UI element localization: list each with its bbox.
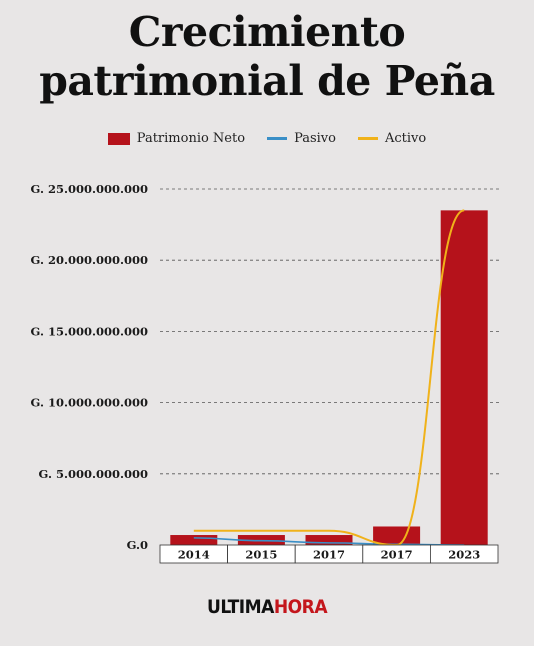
legend-item-pasivo: Pasivo xyxy=(267,131,336,146)
y-tick-label: G. 20.000.000.000 xyxy=(31,253,148,267)
bar xyxy=(373,526,421,545)
y-tick-label: G. 10.000.000.000 xyxy=(31,396,148,410)
x-tick-label: 2017 xyxy=(381,548,413,562)
y-tick-label: G.0 xyxy=(127,538,148,552)
x-tick-label: 2015 xyxy=(245,548,277,562)
title-line-1: Crecimiento xyxy=(128,8,406,56)
x-tick-label: 2017 xyxy=(313,548,345,562)
legend-item-patrimonio: Patrimonio Neto xyxy=(107,131,246,146)
y-tick-label: G. 5.000.000.000 xyxy=(39,467,148,481)
logo-part-2: HORA xyxy=(273,596,328,618)
y-tick-label: G. 25.000.000.000 xyxy=(31,182,148,196)
chart-title: Crecimiento patrimonial de Peña xyxy=(0,8,534,106)
legend-label-pasivo: Pasivo xyxy=(294,131,336,146)
x-tick-label: 2014 xyxy=(178,548,210,562)
ultimahora-logo: ULTIMAHORA xyxy=(0,596,534,618)
legend-item-activo: Activo xyxy=(357,131,427,146)
legend-swatch-activo xyxy=(357,137,378,140)
legend-swatch-pasivo xyxy=(267,137,288,140)
bar xyxy=(440,210,488,546)
legend-label-activo: Activo xyxy=(384,131,427,146)
bar xyxy=(305,535,353,545)
series-line-activo xyxy=(193,209,465,547)
series-line-pasivo xyxy=(193,537,465,546)
legend: Patrimonio Neto Pasivo Activo xyxy=(0,131,534,146)
x-tick-label: 2023 xyxy=(448,548,480,562)
x-axis-cell xyxy=(429,544,499,564)
logo-part-1: ULTIMA xyxy=(206,596,274,618)
title-line-2: patrimonial de Peña xyxy=(39,57,495,105)
y-tick-label: G. 15.000.000.000 xyxy=(31,324,148,338)
legend-swatch-patrimonio xyxy=(107,132,130,145)
bar xyxy=(170,535,218,545)
legend-label-patrimonio: Patrimonio Neto xyxy=(136,131,246,146)
